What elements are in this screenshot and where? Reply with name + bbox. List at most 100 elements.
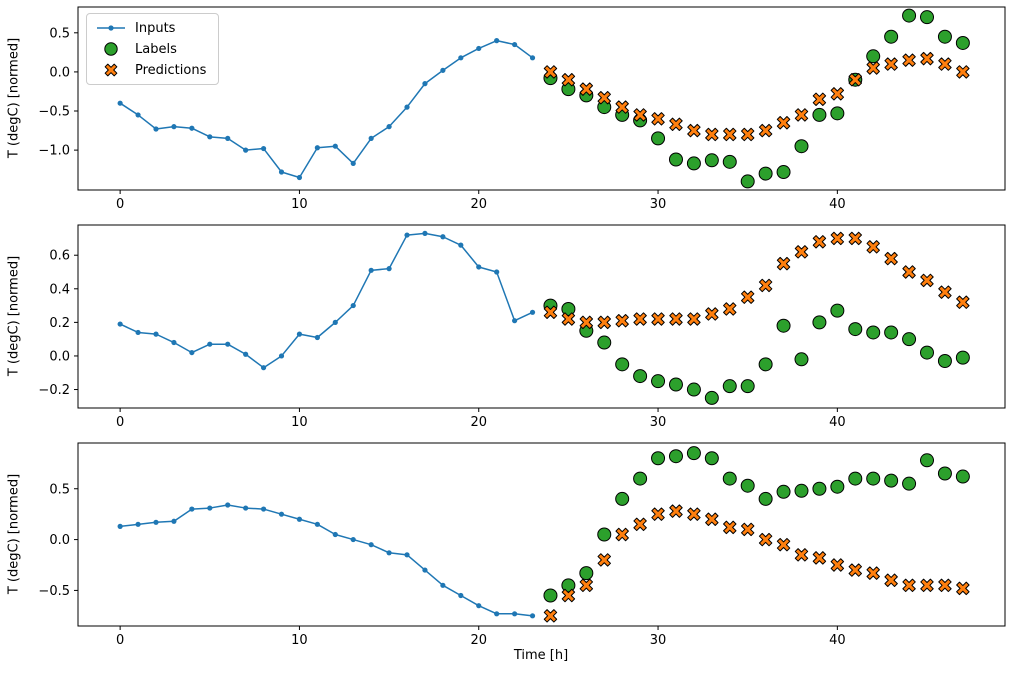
inputs-point-marker (368, 267, 374, 273)
prediction-x-marker (561, 312, 576, 326)
prediction-x-marker (758, 278, 773, 293)
label-circle-marker (884, 29, 899, 44)
prediction-x-marker (830, 558, 845, 572)
label-circle-marker (937, 353, 952, 368)
inputs-point-marker (153, 331, 159, 337)
prediction-x-marker (812, 235, 827, 249)
label-circle-marker (884, 473, 899, 488)
label-circle-marker (740, 379, 755, 394)
legend: Inputs Labels Predictions (86, 13, 220, 85)
inputs-point-marker (296, 331, 303, 337)
y-tick-label: −1.0 (38, 144, 70, 159)
label-circle-marker (902, 8, 917, 23)
y-axis-label-subplot-3: T (degC) [normed] (6, 473, 22, 595)
label-circle-marker (776, 165, 791, 180)
label-circle-marker (704, 451, 719, 466)
inputs-point-marker (207, 134, 213, 140)
prediction-x-marker (848, 231, 862, 246)
prediction-x-marker (956, 65, 970, 79)
x-tick-label: 20 (470, 633, 487, 648)
inputs-point-marker (494, 269, 500, 275)
label-circle-marker (776, 318, 791, 333)
inputs-line (120, 504, 533, 617)
prediction-x-marker (794, 245, 809, 259)
label-circle-marker (651, 131, 666, 146)
series-inputs (117, 502, 536, 619)
prediction-x-marker (597, 315, 611, 330)
label-circle-marker (812, 315, 827, 330)
prediction-x-marker (776, 256, 791, 271)
label-circle-marker (543, 588, 558, 603)
y-tick-label: −0.5 (38, 105, 70, 120)
label-circle-marker (722, 154, 737, 169)
x-tick-label: 40 (829, 197, 846, 212)
label-circle-marker (866, 325, 881, 340)
prediction-x-marker (687, 312, 701, 326)
inputs-point-marker (135, 329, 141, 336)
inputs-point-marker (440, 234, 446, 240)
inputs-point-marker (260, 145, 267, 152)
x-tick-label: 30 (650, 197, 667, 212)
label-circle-marker (758, 357, 773, 372)
label-circle-marker (686, 156, 701, 171)
y-tick-label: 0.0 (49, 349, 70, 364)
inputs-point-marker (458, 242, 464, 248)
series-inputs (117, 38, 536, 181)
inputs-point-marker (153, 126, 159, 132)
inputs-point-marker (386, 266, 392, 272)
inputs-point-marker (350, 160, 356, 167)
inputs-point-marker (332, 531, 338, 538)
x-tick-label: 40 (829, 633, 846, 648)
inputs-point-marker (350, 302, 356, 309)
x-axis-label: Time [h] (513, 648, 569, 663)
inputs-point-marker (332, 319, 338, 325)
y-tick-label: 0.6 (49, 249, 70, 264)
subplot-1: 0 10 20 30 40 0.5 0.0 −0.5 −1.0 (38, 6, 1006, 212)
prediction-x-marker (920, 51, 934, 66)
legend-item-labels: Labels (95, 41, 206, 57)
legend-label-predictions: Predictions (135, 62, 207, 78)
series-predictions (543, 231, 970, 330)
inputs-point-marker (189, 125, 195, 131)
inputs-point-marker (368, 542, 374, 548)
label-circle-marker (794, 139, 809, 154)
inputs-point-marker (225, 341, 231, 347)
prediction-x-marker (669, 117, 683, 132)
inputs-point-marker (314, 521, 320, 527)
inputs-point-marker (476, 603, 482, 609)
prediction-x-marker (651, 312, 665, 326)
y-axis-label-subplot-1: T (degC) [normed] (6, 37, 22, 159)
inputs-point-marker (440, 67, 446, 73)
x-tick-label: 0 (116, 633, 124, 648)
inputs-point-marker (207, 341, 213, 347)
inputs-point-marker (332, 143, 338, 149)
x-tick-label: 40 (829, 415, 846, 430)
inputs-point-marker (458, 55, 464, 61)
label-circle-marker (686, 382, 701, 397)
prediction-x-marker (669, 312, 683, 326)
y-tick-label: 0.2 (49, 316, 70, 331)
prediction-x-marker (543, 65, 558, 79)
prediction-x-marker (938, 578, 952, 593)
label-circle-marker (776, 484, 791, 499)
prediction-x-marker (561, 73, 576, 87)
subplot-3: 0 10 20 30 40 0.5 0.0 −0.5 (38, 442, 1006, 648)
x-tick-label: 30 (650, 415, 667, 430)
label-circle-marker (866, 471, 881, 486)
prediction-x-marker (848, 73, 862, 87)
prediction-x-marker (687, 507, 701, 521)
label-circle-marker (884, 325, 899, 340)
inputs-point-marker (189, 349, 195, 356)
prediction-x-marker (956, 581, 970, 596)
inputs-point-marker (171, 124, 177, 130)
inputs-line (119, 232, 533, 369)
prediction-x-marker (956, 295, 970, 309)
label-circle-marker (937, 466, 952, 481)
inputs-point-marker (404, 104, 410, 110)
prediction-x-marker (740, 290, 755, 304)
inputs-point-marker (512, 611, 518, 617)
inputs-point-marker (243, 147, 249, 153)
inputs-point-marker (368, 135, 374, 141)
prediction-x-marker (723, 520, 737, 535)
